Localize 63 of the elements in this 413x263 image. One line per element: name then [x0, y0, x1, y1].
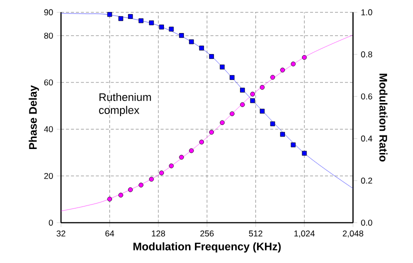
point: [209, 130, 214, 135]
point: [240, 88, 245, 93]
point: [189, 148, 194, 154]
x-tick-label: 128: [152, 230, 166, 236]
y-axis-title: Phase Delay: [28, 85, 39, 150]
point: [118, 16, 124, 21]
point: [250, 92, 255, 97]
point: [199, 140, 204, 144]
point: [138, 182, 144, 188]
point: [302, 150, 307, 156]
x-tick-label: 64: [105, 230, 114, 236]
y2-tick-label: 0.4: [361, 136, 372, 142]
x-tick-label: 512: [248, 230, 262, 236]
y2-axis-title: Modulation Ratio: [379, 74, 388, 162]
annotation: Ruthenium complex: [99, 92, 151, 116]
point: [230, 75, 234, 80]
y2-tick-label: 0.2: [361, 178, 372, 184]
y2-tick-label: 0.8: [361, 51, 372, 58]
x-tick-label: 256: [200, 230, 214, 236]
x-tick-label: 1,024: [294, 230, 315, 238]
y-tick-label: 20: [44, 172, 53, 179]
point: [149, 176, 154, 182]
point: [220, 120, 225, 126]
point: [199, 46, 204, 50]
point: [290, 142, 296, 148]
point: [179, 33, 184, 38]
point: [189, 39, 194, 44]
y2-tick-label: 0.6: [361, 93, 372, 100]
y-tick-label: 80: [44, 32, 53, 39]
y2-tick-label: 0.0: [361, 220, 372, 226]
point: [209, 54, 214, 59]
point: [159, 24, 164, 30]
point: [138, 18, 144, 24]
point: [260, 84, 265, 90]
point: [107, 196, 112, 202]
point: [220, 64, 225, 70]
point: [260, 108, 265, 114]
point: [280, 132, 285, 137]
point: [128, 187, 133, 192]
point: [280, 68, 285, 72]
y-tick-label: 0: [48, 220, 53, 226]
point: [290, 62, 296, 66]
y-tick-label: 40: [44, 126, 53, 132]
point: [168, 164, 174, 168]
y-tick-label: 90: [44, 9, 53, 16]
point: [230, 111, 234, 116]
point: [107, 12, 112, 17]
point: [302, 55, 307, 60]
x-tick-label: 2,048: [342, 230, 364, 238]
point: [270, 121, 276, 126]
y2-tick-label: 1.0: [361, 9, 372, 16]
point: [159, 170, 164, 176]
point: [149, 20, 154, 26]
point: [250, 98, 255, 104]
y-tick-label: 60: [44, 79, 53, 86]
x-axis-title: Modulation Frequency (KHz): [133, 242, 281, 253]
point: [118, 192, 124, 198]
point: [128, 14, 133, 19]
point: [179, 154, 184, 160]
x-tick-label: 32: [56, 230, 66, 236]
point: [168, 26, 174, 32]
point: [270, 74, 276, 80]
point: [240, 102, 245, 108]
